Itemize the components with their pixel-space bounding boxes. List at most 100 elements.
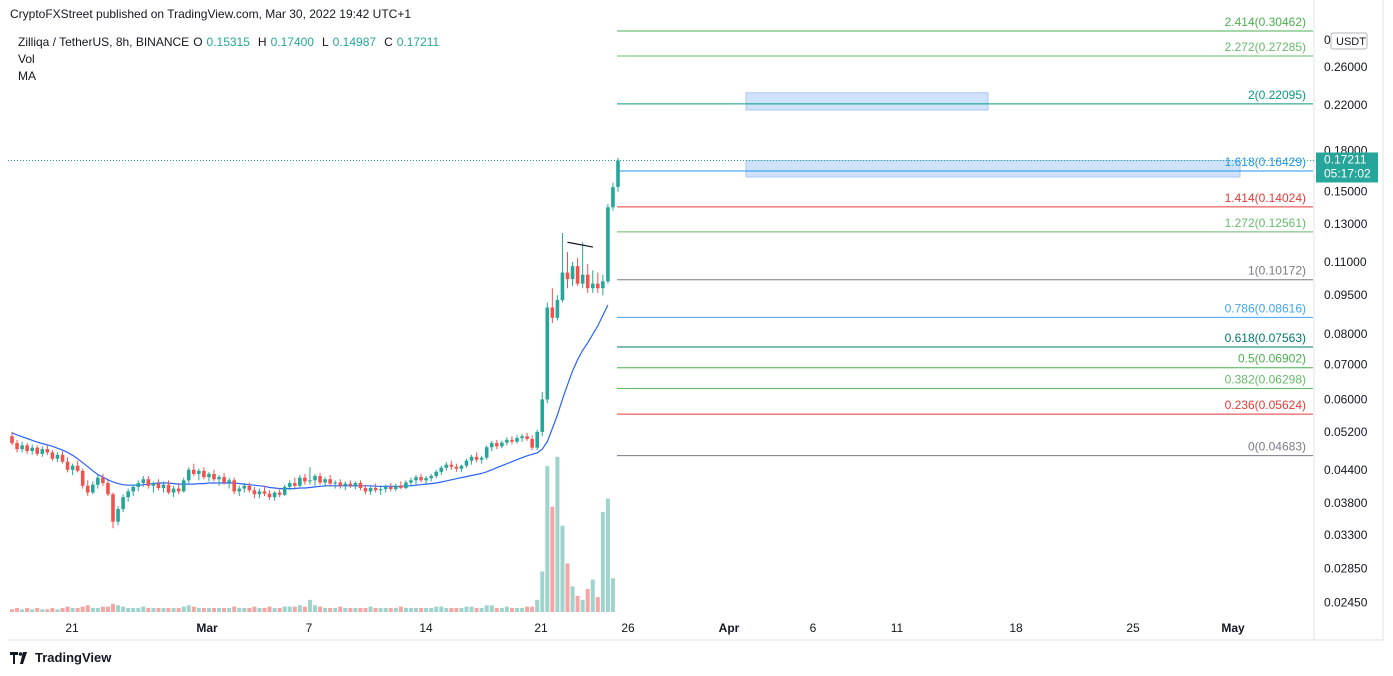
tradingview-footer[interactable]: TradingView bbox=[10, 650, 111, 665]
volume-bar bbox=[439, 606, 444, 612]
candle-body bbox=[257, 491, 262, 495]
volume-bar bbox=[525, 606, 530, 612]
candle-body bbox=[247, 485, 252, 491]
volume-bar bbox=[575, 595, 580, 612]
candle-body bbox=[515, 438, 519, 442]
candle-body bbox=[141, 479, 146, 484]
volume-bar bbox=[388, 607, 393, 612]
candle-body bbox=[484, 447, 489, 458]
target-zone bbox=[745, 92, 989, 111]
candle-body bbox=[530, 438, 534, 448]
price-tick-label: 0.08000 bbox=[1324, 327, 1368, 341]
volume-bar bbox=[105, 606, 110, 612]
candle-body bbox=[186, 469, 191, 481]
volume-bar bbox=[136, 607, 141, 612]
candle-body bbox=[429, 476, 433, 479]
fib-level-label: 2.414(0.30462) bbox=[1225, 15, 1306, 29]
time-tick-label: 11 bbox=[891, 621, 904, 635]
candle-body bbox=[35, 447, 40, 454]
volume-bar bbox=[429, 607, 434, 612]
candle-body bbox=[45, 449, 50, 453]
volume-bar bbox=[424, 607, 429, 612]
volume-bar bbox=[328, 607, 333, 612]
volume-bar bbox=[161, 607, 166, 612]
candle-body bbox=[409, 480, 413, 483]
price-tick-label: 0.03300 bbox=[1324, 528, 1368, 542]
volume-bar bbox=[307, 599, 312, 612]
last-price-value: 0.17211 bbox=[1324, 152, 1367, 166]
bar-countdown: 05:17:02 bbox=[1324, 166, 1371, 180]
volume-bar bbox=[60, 607, 65, 612]
volume-bar bbox=[25, 607, 30, 612]
price-axis-top-label: 0 bbox=[1324, 33, 1331, 47]
time-tick-label: 14 bbox=[419, 621, 433, 635]
volume-bar bbox=[292, 606, 297, 612]
fib-level-label: 1.272(0.12561) bbox=[1225, 216, 1306, 230]
volume-bar bbox=[338, 606, 343, 612]
volume-bar bbox=[287, 606, 292, 612]
volume-bar bbox=[565, 563, 570, 612]
volume-bar bbox=[600, 512, 605, 612]
candle-body bbox=[454, 466, 459, 469]
candle-body bbox=[388, 486, 393, 490]
volume-bar bbox=[85, 605, 90, 612]
target-zone bbox=[745, 160, 1241, 178]
tradingview-logo-icon bbox=[10, 651, 27, 664]
candle-body bbox=[378, 489, 383, 491]
volume-bar bbox=[272, 607, 277, 612]
candle-body bbox=[606, 207, 610, 282]
volume-bar bbox=[560, 525, 565, 612]
time-tick-label: Apr bbox=[719, 621, 740, 635]
time-tick-label: 21 bbox=[534, 621, 548, 635]
candle-body bbox=[439, 467, 444, 472]
price-tick-label: 0.02850 bbox=[1324, 561, 1368, 575]
time-tick-label: 26 bbox=[621, 621, 635, 635]
candle-body bbox=[146, 479, 151, 486]
volume-bar bbox=[20, 609, 25, 612]
candle-body bbox=[237, 488, 242, 492]
candle-body bbox=[474, 456, 479, 460]
volume-bar bbox=[166, 607, 171, 612]
price-tick-label: 0.05200 bbox=[1324, 425, 1368, 439]
volume-bar bbox=[121, 606, 126, 612]
volume-bar bbox=[282, 606, 287, 612]
volume-bar bbox=[595, 597, 600, 612]
candle-body bbox=[399, 485, 403, 489]
ma-indicator-label[interactable]: MA bbox=[18, 69, 36, 83]
high-label: H bbox=[257, 35, 267, 49]
volume-indicator-label[interactable]: Vol bbox=[18, 52, 35, 66]
volume-bar bbox=[504, 606, 509, 612]
volume-bar bbox=[479, 607, 484, 612]
candle-body bbox=[207, 473, 211, 478]
volume-bar bbox=[499, 607, 504, 612]
candle-body bbox=[126, 491, 130, 498]
candle-body bbox=[96, 477, 100, 485]
candle-body bbox=[611, 187, 615, 208]
fib-level-label: 0.786(0.08616) bbox=[1225, 301, 1306, 315]
candle-body bbox=[267, 493, 272, 498]
volume-bar bbox=[530, 606, 535, 612]
volume-bar bbox=[449, 607, 454, 612]
volume-bar bbox=[368, 606, 373, 612]
volume-bar bbox=[484, 605, 489, 612]
candle-body bbox=[338, 482, 343, 486]
candle-body bbox=[212, 473, 216, 480]
candle-body bbox=[60, 454, 65, 462]
symbol-name[interactable]: Zilliqa / TetherUS, 8h, BINANCE bbox=[18, 35, 190, 49]
candle-body bbox=[414, 477, 418, 481]
time-tick-label: 18 bbox=[1009, 621, 1023, 635]
high-value: 0.17400 bbox=[270, 35, 314, 49]
candle-body bbox=[434, 471, 438, 477]
currency-label: USDT bbox=[1336, 36, 1366, 48]
candle-body bbox=[303, 477, 307, 482]
fib-level-label: 0.382(0.06298) bbox=[1225, 372, 1306, 386]
volume-bar bbox=[419, 607, 424, 612]
candle-body bbox=[500, 442, 504, 447]
candle-body bbox=[394, 485, 398, 490]
candle-body bbox=[232, 480, 236, 492]
low-label: L bbox=[321, 35, 329, 49]
price-tick-label: 0.15000 bbox=[1324, 185, 1368, 199]
candle-body bbox=[111, 494, 115, 522]
candle-body bbox=[242, 485, 247, 489]
